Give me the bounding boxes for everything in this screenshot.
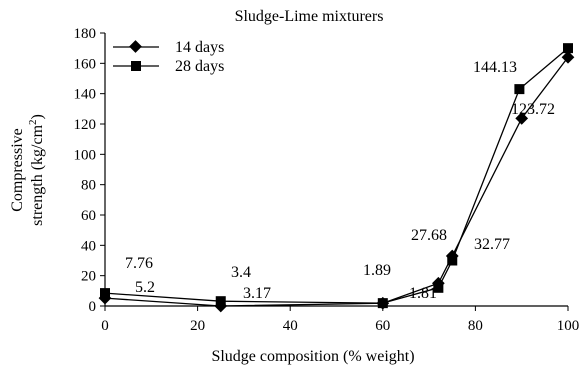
data-point-28-days [514, 84, 525, 95]
x-tick-label: 0 [101, 318, 109, 334]
y-tick-label: 140 [74, 87, 97, 103]
y-tick-label: 0 [89, 299, 97, 315]
x-tick-label: 60 [375, 318, 390, 334]
data-point-28-days [377, 298, 388, 309]
y-tick-label: 20 [81, 269, 96, 285]
x-ticks: 0 20 40 60 80 100 [101, 306, 579, 334]
y-axis-label-paren: ) [29, 114, 46, 119]
legend-label-14-days: 14 days [175, 39, 224, 56]
y-tick-label: 80 [81, 178, 96, 194]
y-axis-label: Compressive strength (kg/cm2) [9, 114, 46, 226]
data-label: 5.2 [135, 279, 155, 296]
y-tick-label: 120 [74, 117, 97, 133]
data-label: 32.77 [474, 236, 510, 253]
y-axis-label-line1: Compressive [9, 128, 26, 212]
data-labels: 7.76 5.2 3.4 3.17 1.89 1.81 27.68 32.77 … [125, 59, 555, 302]
data-label: 144.13 [473, 59, 517, 76]
legend-marker-square [131, 61, 141, 71]
data-label: 3.17 [243, 285, 271, 302]
data-point-28-days [100, 288, 110, 299]
legend-label-28-days: 28 days [175, 58, 224, 75]
y-tick-label: 100 [74, 147, 97, 163]
y-ticks: 0 20 40 60 80 100 120 140 160 180 [74, 26, 105, 315]
data-label: 1.89 [363, 262, 391, 279]
y-axis-label-text: strength (kg/cm [29, 124, 46, 225]
y-axis-label-line2: strength (kg/cm2) [27, 114, 46, 226]
series-layer [98, 43, 575, 313]
data-point-28-days [433, 282, 444, 293]
series-line-14-days [104, 56, 569, 307]
legend: 14 days 28 days [113, 39, 224, 75]
data-label: 1.81 [409, 285, 437, 302]
data-point-28-days [563, 43, 573, 54]
y-tick-label: 180 [74, 26, 97, 42]
data-label: 27.68 [411, 227, 447, 244]
chart-title: Sludge-Lime mixturers [235, 8, 384, 25]
y-axis-label-superscript: 2 [27, 119, 39, 125]
y-tick-label: 60 [81, 208, 96, 224]
data-label: 3.4 [231, 264, 251, 281]
x-tick-label: 40 [283, 318, 298, 334]
data-point-28-days [447, 255, 458, 266]
data-label: 7.76 [125, 255, 153, 272]
x-tick-label: 100 [557, 318, 580, 334]
data-label: 123.72 [511, 101, 555, 118]
y-tick-label: 40 [81, 238, 96, 254]
axes [104, 33, 568, 307]
x-tick-label: 20 [190, 318, 205, 334]
x-axis-label: Sludge composition (% weight) [211, 348, 414, 365]
legend-marker-diamond [129, 40, 142, 53]
data-point-28-days [215, 296, 226, 307]
y-tick-label: 160 [74, 56, 97, 72]
series-line-28-days [104, 47, 569, 304]
x-tick-label: 80 [468, 318, 483, 334]
